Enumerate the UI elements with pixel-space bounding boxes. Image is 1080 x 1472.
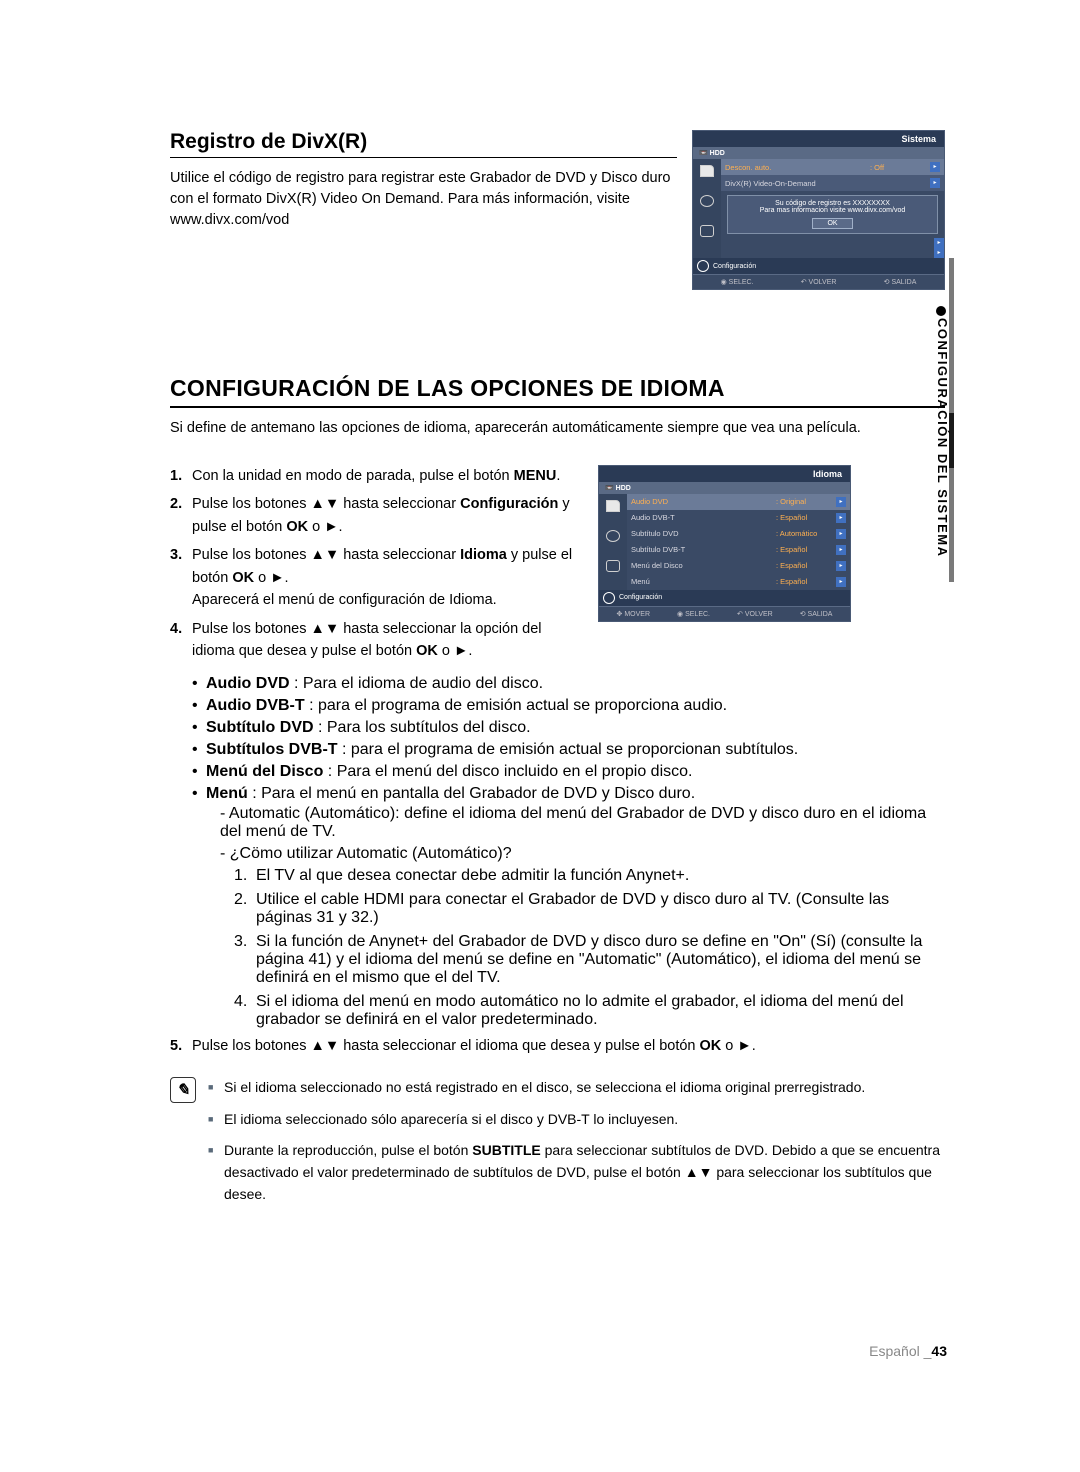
osd2-row: Subtítulo DVB-T: Español▸ [627,542,850,558]
osd1-row-divxvod: DivX(R) Video-On-Demand ▸ [721,175,944,191]
osd-language-screenshot: Idioma 📼 HDD Audio DVD: Original▸Audio D… [598,465,851,622]
osd2-config-row: Configuración [599,590,850,606]
osd2-left-icons [599,494,627,590]
option-bullets: Audio DVD : Para el idioma de audio del … [192,675,945,1029]
footer-page-number: 43 [931,1343,947,1359]
bullet-audio-dvbt: Audio DVB-T : para el programa de emisió… [192,697,945,715]
arrow-right-icon: ▸ [836,545,846,555]
bullet-audio-dvd: Audio DVD : Para el idioma de audio del … [192,675,945,693]
osd-system-screenshot: Sistema 📼 HDD Descon. auto. : Off ▸ DivX… [692,130,945,290]
arrow-right-icon: ▸ [836,577,846,587]
auto-step-2: 2.Utilice el cable HDMI para conectar el… [234,891,945,927]
side-tab: CONFIGURACIÓN DEL SISTEMA [930,258,954,582]
step-3: 3. Pulse los botones ▲▼ hasta selecciona… [170,544,588,611]
auto-step-3: 3.Si la función de Anynet+ del Grabador … [234,933,945,987]
osd2-row: Menú del Disco: Español▸ [627,558,850,574]
note-box: ✎ Si el idioma seleccionado no está regi… [170,1077,945,1215]
osd1-ok-button: OK [812,218,852,229]
arrow-right-icon: ▸ [934,248,944,258]
side-tab-label: CONFIGURACIÓN DEL SISTEMA [935,318,950,558]
media-icon [700,195,714,207]
bullet-subtitle-dvd: Subtítulo DVD : Para los subtítulos del … [192,719,945,737]
check-icon [606,560,620,572]
section-divx-body: Utilice el código de registro para regis… [170,168,677,231]
main-heading: CONFIGURACIÓN DE LAS OPCIONES DE IDIOMA [170,375,945,408]
osd2-row: Audio DVD: Original▸ [627,494,850,510]
arrow-right-icon: ▸ [836,561,846,571]
osd1-dialog-line2: Para mas informacion visite www.divx.com… [732,207,933,214]
arrow-right-icon: ▸ [836,529,846,539]
bullet-disc-menu: Menú del Disco : Para el menú del disco … [192,763,945,781]
auto-step-1: 1.El TV al que desea conectar debe admit… [234,867,945,885]
osd2-title: Idioma [599,466,850,482]
arrow-right-icon: ▸ [930,162,940,172]
osd1-dialog-line1: Su código de registro es XXXXXXXX [732,200,933,207]
osd1-dialog: Su código de registro es XXXXXXXX Para m… [727,195,938,234]
arrow-right-icon: ▸ [930,178,940,188]
osd2-footer-exit: ⟲ SALIDA [800,610,833,618]
osd1-footer-exit: ⟲ SALIDA [884,278,917,286]
step-5: 5. Pulse los botones ▲▼ hasta selecciona… [170,1035,945,1057]
osd1-footer: ◉ SELEC. ↶ VOLVER ⟲ SALIDA [693,274,944,289]
bullet-subtitle-dvbt: Subtítulos DVB-T : para el programa de e… [192,741,945,759]
osd1-title: Sistema [693,131,944,147]
osd1-row-autooff: Descon. auto. : Off ▸ [721,159,944,175]
page-icon [606,500,620,512]
arrow-right-icon: ▸ [836,497,846,507]
side-tab-bullet-icon [936,306,946,316]
media-icon [606,530,620,542]
sub-automatic-desc: - Automatic (Automático): define el idio… [220,805,945,841]
osd2-row: Menú: Español▸ [627,574,850,590]
osd1-footer-select: ◉ SELEC. [721,278,754,286]
gear-icon [603,592,615,604]
section-divx-title: Registro de DivX(R) [170,130,677,158]
arrow-right-icon: ▸ [836,513,846,523]
step-4: 4. Pulse los botones ▲▼ hasta selecciona… [170,618,588,663]
osd2-hdd-label: 📼 HDD [605,485,631,492]
check-icon [700,225,714,237]
page-icon [700,165,714,177]
sub-automatic-how: - ¿Cömo utilizar Automatic (Automático)? [220,845,945,863]
note-2: El idioma seleccionado sólo aparecería s… [208,1109,945,1131]
step-2: 2. Pulse los botones ▲▼ hasta selecciona… [170,493,588,538]
page-footer: Español _43 [869,1343,947,1359]
osd2-footer: ✥ MOVER ◉ SELEC. ↶ VOLVER ⟲ SALIDA [599,606,850,621]
osd1-left-icons [693,159,721,258]
note-icon: ✎ [170,1077,196,1103]
osd1-hdd-label: 📼 HDD [699,150,725,157]
osd1-config-row: Configuración [693,258,944,274]
bullet-menu: Menú : Para el menú en pantalla del Grab… [192,785,945,1029]
auto-step-4: 4.Si el idioma del menú en modo automáti… [234,993,945,1029]
arrow-right-icon: ▸ [934,238,944,248]
note-3: Durante la reproducción, pulse el botón … [208,1140,945,1205]
osd2-footer-move: ✥ MOVER [617,610,650,618]
osd2-footer-return: ↶ VOLVER [737,610,773,618]
osd1-footer-return: ↶ VOLVER [801,278,837,286]
osd2-footer-select: ◉ SELEC. [677,610,710,618]
gear-icon [697,260,709,272]
osd2-row: Subtítulo DVD: Automático▸ [627,526,850,542]
note-1: Si el idioma seleccionado no está regist… [208,1077,945,1099]
footer-language: Español _ [869,1343,931,1359]
intro-text: Si define de antemano las opciones de id… [170,418,945,440]
step-1: 1. Con la unidad en modo de parada, puls… [170,465,588,487]
osd2-row: Audio DVB-T: Español▸ [627,510,850,526]
